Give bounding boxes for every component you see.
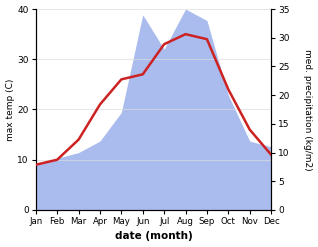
Y-axis label: med. precipitation (kg/m2): med. precipitation (kg/m2): [303, 49, 313, 170]
X-axis label: date (month): date (month): [114, 231, 192, 242]
Y-axis label: max temp (C): max temp (C): [5, 78, 15, 141]
